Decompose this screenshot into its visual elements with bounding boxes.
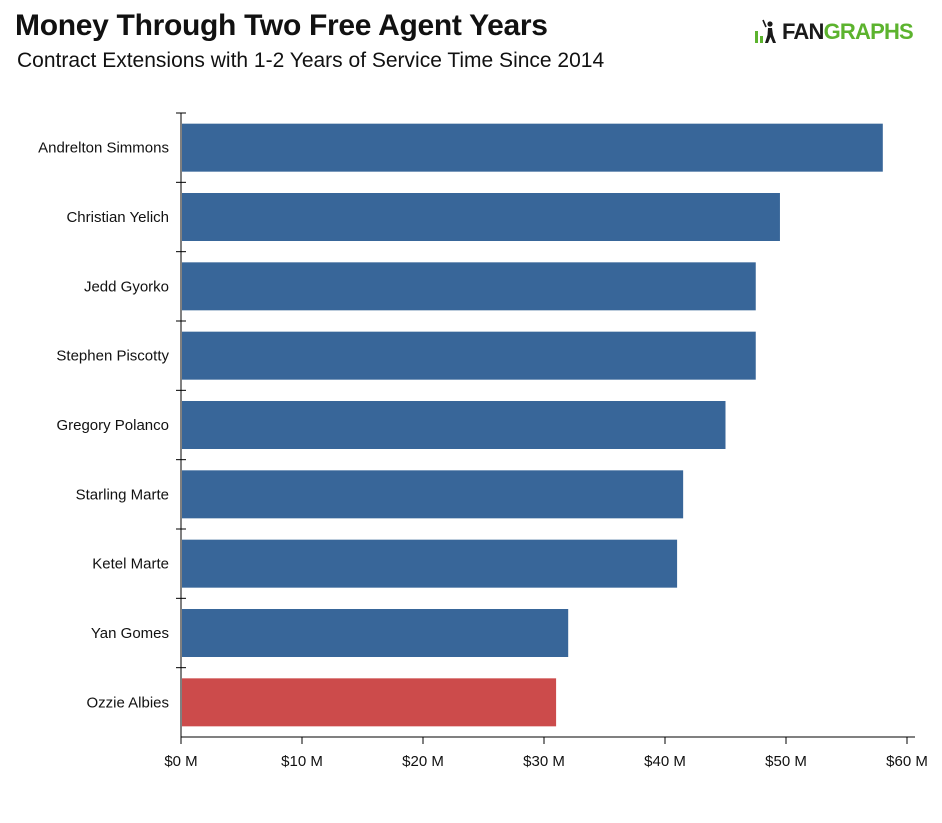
batter-icon — [755, 19, 776, 43]
chart-subtitle: Contract Extensions with 1-2 Years of Se… — [17, 49, 605, 72]
fangraphs-logo: FANGRAPHS — [754, 18, 914, 46]
category-label: Gregory Polanco — [56, 417, 169, 434]
bar — [182, 331, 756, 380]
category-label: Andrelton Simmons — [38, 140, 169, 157]
bar — [182, 123, 883, 172]
x-tick-label: $10 M — [281, 753, 323, 770]
logo-text-fan: FAN — [782, 19, 824, 44]
x-tick-label: $40 M — [644, 753, 686, 770]
bar — [182, 539, 678, 588]
x-tick-label: $50 M — [765, 753, 807, 770]
category-label: Christian Yelich — [66, 209, 169, 226]
chart-title: Money Through Two Free Agent Years — [15, 9, 548, 42]
category-label: Stephen Piscotty — [56, 348, 169, 365]
category-label: Ketel Marte — [92, 556, 169, 573]
category-label: Jedd Gyorko — [84, 278, 169, 295]
category-label: Yan Gomes — [91, 625, 169, 642]
category-label: Starling Marte — [76, 486, 169, 503]
bar — [182, 678, 557, 727]
x-tick-label: $20 M — [402, 753, 444, 770]
bar — [182, 401, 726, 449]
bar — [182, 262, 756, 311]
logo-text-graphs: GRAPHS — [823, 19, 914, 44]
x-tick-label: $60 M — [886, 753, 928, 770]
bar — [182, 193, 780, 241]
x-tick-label: $0 M — [164, 753, 197, 770]
bar — [182, 470, 684, 519]
x-tick-label: $30 M — [523, 753, 565, 770]
bar — [182, 609, 569, 657]
category-label: Ozzie Albies — [86, 694, 169, 711]
